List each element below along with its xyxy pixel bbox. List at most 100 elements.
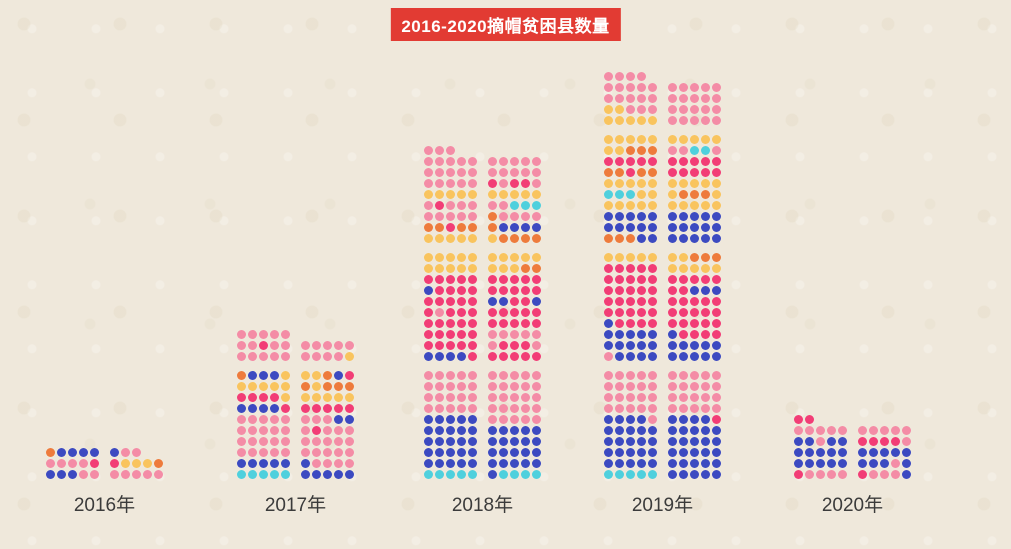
county-dot [869,459,878,468]
county-dot [237,371,246,380]
dot-row [424,426,477,437]
county-dot [499,415,508,424]
county-dot [281,437,290,446]
county-dot [270,437,279,446]
county-dot [532,223,541,232]
county-dot [690,179,699,188]
county-dot [334,382,343,391]
county-dot [521,352,530,361]
county-dot [345,426,354,435]
county-dot [701,415,710,424]
county-dot [435,404,444,413]
county-dot [648,275,657,284]
county-dot [90,459,99,468]
county-dot [499,371,508,380]
county-dot [827,448,836,457]
county-dot [510,275,519,284]
dot-block [668,253,721,363]
county-dot [701,404,710,413]
dot-row [237,382,290,393]
county-dot [615,352,624,361]
dot-row [604,275,657,286]
county-dot [532,448,541,457]
county-dot [446,168,455,177]
county-dot [468,404,477,413]
county-dot [701,264,710,273]
county-dot [154,459,163,468]
dot-block [424,371,477,481]
county-dot [668,223,677,232]
dot-row [794,437,847,448]
county-dot [281,330,290,339]
dot-row [668,264,721,275]
dot-row [858,448,911,459]
county-dot [648,459,657,468]
county-dot [690,264,699,273]
county-dot [46,459,55,468]
county-dot [690,286,699,295]
county-dot [488,330,497,339]
county-dot [679,168,688,177]
county-dot [532,201,541,210]
dot-row [46,459,99,470]
county-dot [499,223,508,232]
dot-row [488,459,541,470]
county-dot [532,275,541,284]
dot-row [424,157,477,168]
dot-row [424,393,477,404]
county-dot [281,393,290,402]
dot-row [488,253,541,264]
dot-row [604,72,657,83]
county-dot [648,116,657,125]
county-dot [891,470,900,479]
county-dot [668,264,677,273]
county-dot [604,341,613,350]
dot-block [110,448,163,481]
county-dot [312,393,321,402]
county-dot [604,83,613,92]
county-dot [435,341,444,350]
county-dot [446,426,455,435]
county-dot [668,135,677,144]
county-dot [701,168,710,177]
chart-title: 2016-2020摘帽贫困县数量 [390,8,621,41]
county-dot [838,448,847,457]
county-dot [679,201,688,210]
dot-block [794,415,847,481]
county-dot [435,308,444,317]
county-dot [446,319,455,328]
county-dot [499,201,508,210]
county-dot [334,371,343,380]
county-dot [615,459,624,468]
county-dot [615,157,624,166]
county-dot [701,135,710,144]
county-dot [435,275,444,284]
county-dot [690,190,699,199]
dot-block [668,135,721,245]
county-dot [270,352,279,361]
county-dot [446,470,455,479]
county-dot [468,382,477,391]
county-dot [690,116,699,125]
county-dot [637,72,646,81]
county-dot [499,234,508,243]
county-dot [626,297,635,306]
dot-row [488,168,541,179]
county-dot [521,286,530,295]
county-dot [446,179,455,188]
county-dot [488,404,497,413]
county-dot [816,437,825,446]
county-dot [301,437,310,446]
county-dot [712,448,721,457]
county-dot [259,393,268,402]
dot-row [424,459,477,470]
dot-row [488,157,541,168]
year-group-2018: 2018年 [424,146,541,517]
county-dot [424,275,433,284]
county-dot [532,264,541,273]
county-dot [237,330,246,339]
county-dot [712,83,721,92]
county-dot [143,459,152,468]
county-dot [532,319,541,328]
county-dot [457,470,466,479]
